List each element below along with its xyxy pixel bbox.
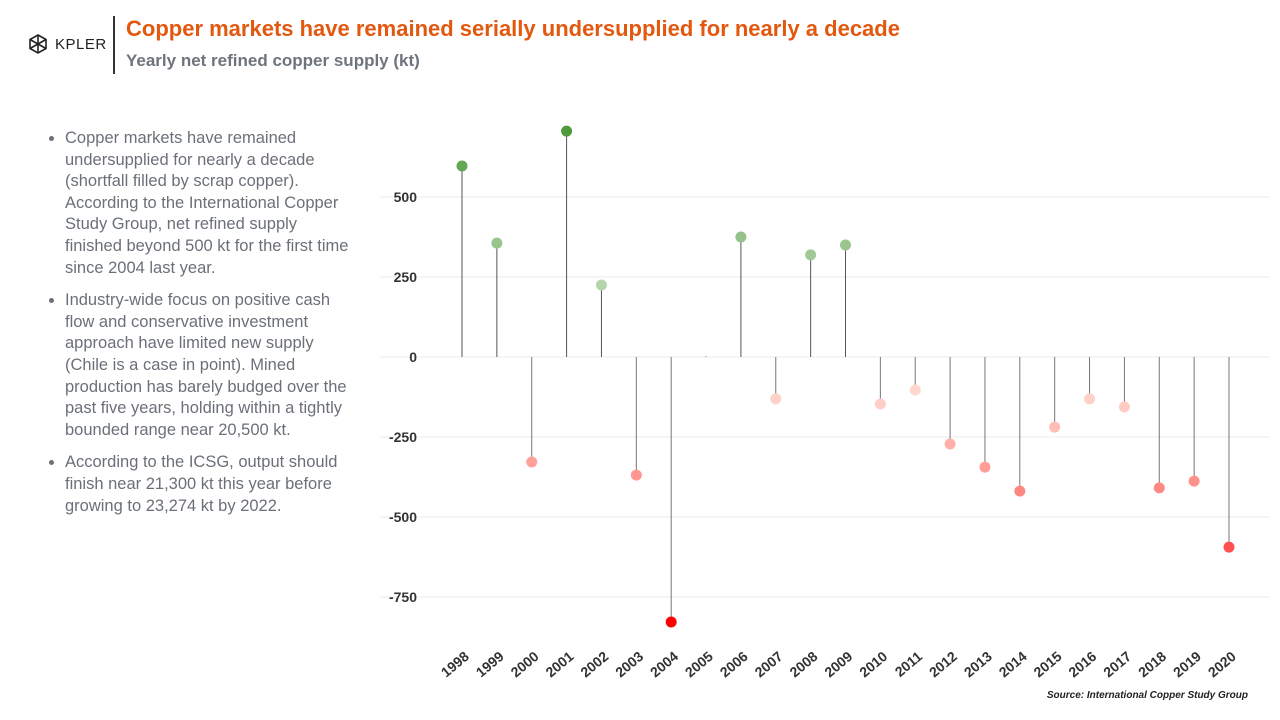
x-tick-label: 2014 [996, 648, 1030, 680]
x-tick-label: 2018 [1135, 648, 1169, 680]
x-tick-label: 2013 [961, 648, 995, 680]
data-point [1223, 541, 1235, 553]
kpler-logo: KPLER [27, 33, 107, 55]
data-point [1153, 482, 1165, 494]
bullet-item: Copper markets have remained undersuppli… [65, 128, 355, 279]
x-tick-label: 2008 [786, 648, 820, 680]
data-point [805, 249, 817, 261]
page-title: Copper markets have remained serially un… [126, 16, 900, 41]
x-tick-label: 1998 [438, 648, 472, 680]
x-tick-label: 2016 [1065, 648, 1099, 680]
y-tick-label: 250 [394, 269, 418, 285]
x-tick-label: 2002 [577, 648, 611, 680]
x-tick-label: 2010 [856, 648, 890, 680]
logo-text: KPLER [55, 35, 107, 53]
data-point [526, 456, 538, 468]
data-point [1118, 401, 1130, 413]
data-point [665, 616, 677, 628]
source-note: Source: International Copper Study Group [1046, 690, 1248, 701]
x-tick-label: 2015 [1030, 648, 1064, 680]
x-tick-label: 2009 [821, 648, 855, 680]
bullet-list: Copper markets have remained undersuppli… [40, 128, 355, 528]
y-tick-label: -250 [389, 429, 417, 445]
data-point [1049, 421, 1061, 433]
y-tick-label: -500 [389, 509, 417, 525]
y-tick-label: 500 [394, 189, 418, 205]
data-point [909, 384, 921, 396]
x-tick-label: 2006 [717, 648, 751, 680]
x-tick-label: 2019 [1170, 648, 1204, 680]
x-tick-label: 1999 [473, 648, 507, 680]
data-point [1014, 485, 1026, 497]
data-point [561, 125, 573, 137]
data-point [456, 160, 468, 172]
bullet-item: Industry-wide focus on positive cash flo… [65, 290, 355, 441]
x-tick-label: 2003 [612, 648, 646, 680]
data-point [874, 398, 886, 410]
x-tick-label: 2005 [682, 648, 716, 680]
y-tick-label: -750 [389, 589, 417, 605]
x-tick-label: 2012 [926, 648, 960, 680]
header-divider [113, 16, 115, 74]
x-tick-label: 2020 [1205, 648, 1239, 680]
x-tick-label: 2000 [508, 648, 542, 680]
data-point [491, 237, 503, 249]
data-point [979, 461, 991, 473]
x-tick-label: 2007 [752, 648, 786, 680]
x-tick-label: 2001 [542, 648, 576, 680]
y-tick-label: 0 [409, 349, 417, 365]
page-subtitle: Yearly net refined copper supply (kt) [126, 51, 420, 70]
data-point [595, 279, 607, 291]
x-tick-label: 2011 [892, 648, 926, 680]
data-point [1188, 475, 1200, 487]
x-tick-label: 2004 [647, 648, 681, 680]
x-tick-label: 2017 [1100, 648, 1134, 680]
data-point [735, 231, 747, 243]
data-point [944, 438, 956, 450]
kpler-logo-icon [29, 34, 47, 54]
data-point [840, 239, 851, 251]
bullet-item: According to the ICSG, output should fin… [65, 452, 355, 517]
data-point [630, 469, 642, 481]
data-point [1084, 393, 1096, 405]
data-point [770, 393, 782, 405]
